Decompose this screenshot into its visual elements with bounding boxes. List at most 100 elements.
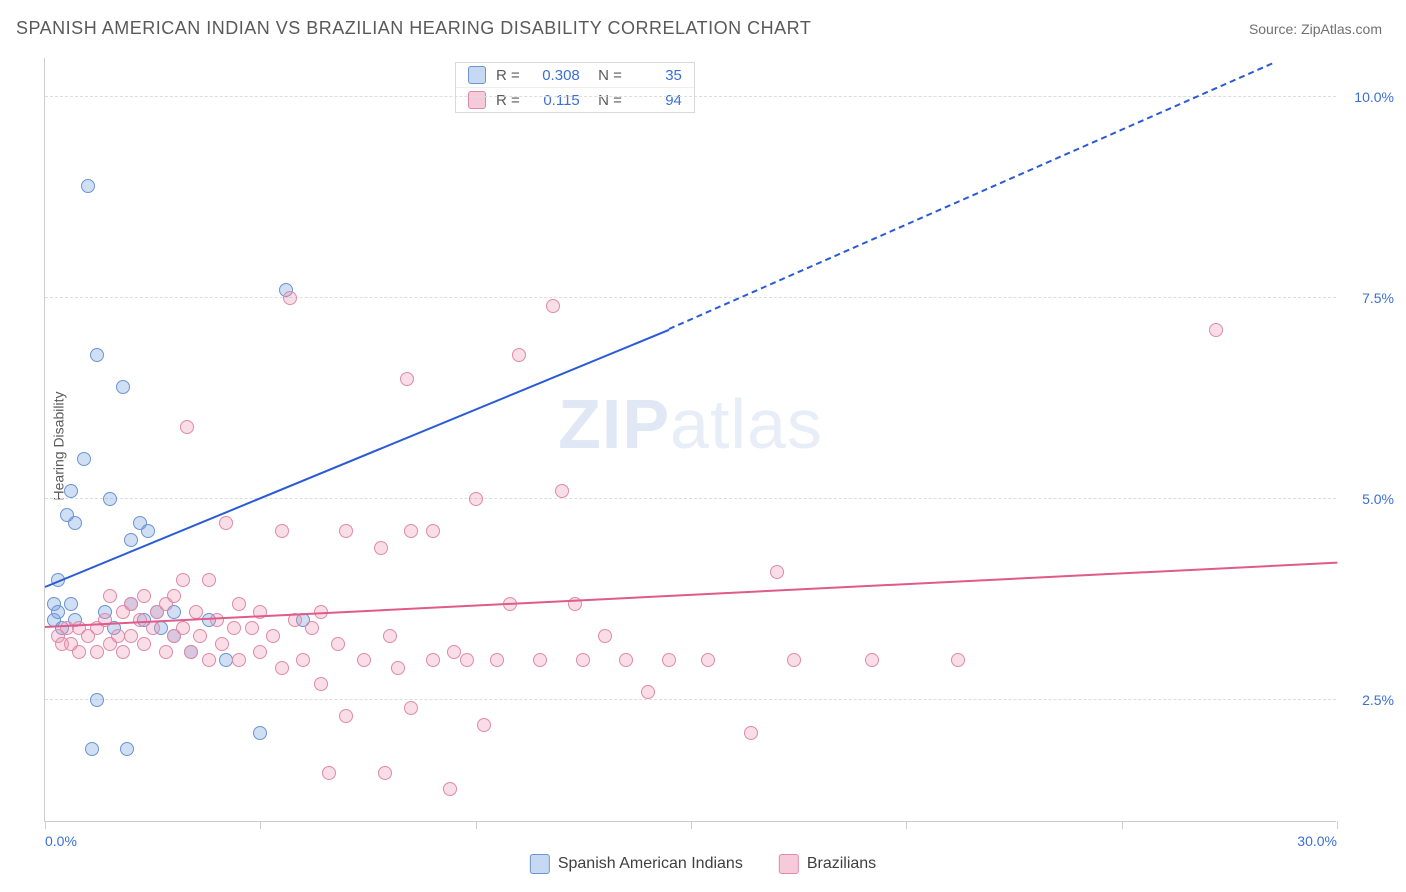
data-point <box>662 653 676 667</box>
data-point <box>232 653 246 667</box>
data-point <box>120 742 134 756</box>
legend-item-2: Brazilians <box>779 854 876 874</box>
data-point <box>90 645 104 659</box>
trend-line <box>45 329 670 588</box>
legend: Spanish American Indians Brazilians <box>530 854 876 874</box>
data-point <box>77 452 91 466</box>
data-point <box>770 565 784 579</box>
data-point <box>180 420 194 434</box>
ytick-label: 2.5% <box>1362 692 1394 708</box>
data-point <box>184 645 198 659</box>
gridline-h <box>45 498 1336 499</box>
data-point <box>443 782 457 796</box>
data-point <box>404 701 418 715</box>
data-point <box>744 726 758 740</box>
ytick-label: 5.0% <box>1362 491 1394 507</box>
watermark-prefix: ZIP <box>558 385 670 463</box>
data-point <box>1209 323 1223 337</box>
data-point <box>210 613 224 627</box>
data-point <box>951 653 965 667</box>
data-point <box>232 597 246 611</box>
data-point <box>619 653 633 667</box>
data-point <box>167 589 181 603</box>
source-attribution: Source: ZipAtlas.com <box>1249 21 1382 37</box>
data-point <box>137 589 151 603</box>
scatter-chart: ZIPatlas R = 0.308 N = 35 R = 0.115 N = … <box>44 58 1336 822</box>
data-point <box>72 645 86 659</box>
data-point <box>283 291 297 305</box>
data-point <box>90 348 104 362</box>
data-point <box>176 573 190 587</box>
swatch-series2 <box>468 91 486 109</box>
data-point <box>374 541 388 555</box>
data-point <box>227 621 241 635</box>
data-point <box>141 524 155 538</box>
stat-n-label: N = <box>590 67 622 84</box>
xtick <box>1337 821 1338 829</box>
stats-row-series2: R = 0.115 N = 94 <box>456 88 694 112</box>
data-point <box>146 621 160 635</box>
stats-row-series1: R = 0.308 N = 35 <box>456 63 694 88</box>
stat-n-value-2: 94 <box>632 92 682 109</box>
stat-r-value-2: 0.115 <box>530 92 580 109</box>
data-point <box>383 629 397 643</box>
gridline-h <box>45 699 1336 700</box>
data-point <box>460 653 474 667</box>
data-point <box>64 484 78 498</box>
data-point <box>253 645 267 659</box>
data-point <box>124 629 138 643</box>
data-point <box>400 372 414 386</box>
swatch-series1 <box>468 66 486 84</box>
xtick-label-max: 30.0% <box>1297 833 1337 849</box>
data-point <box>404 524 418 538</box>
legend-swatch-1 <box>530 854 550 874</box>
data-point <box>546 299 560 313</box>
xtick <box>45 821 46 829</box>
watermark-suffix: atlas <box>670 385 823 463</box>
data-point <box>275 524 289 538</box>
data-point <box>103 589 117 603</box>
data-point <box>85 742 99 756</box>
stat-r-label: R = <box>496 92 520 109</box>
data-point <box>60 621 74 635</box>
data-point <box>447 645 461 659</box>
data-point <box>245 621 259 635</box>
ytick-label: 10.0% <box>1354 89 1394 105</box>
data-point <box>133 613 147 627</box>
data-point <box>68 516 82 530</box>
data-point <box>219 653 233 667</box>
trend-line <box>669 63 1273 330</box>
data-point <box>81 179 95 193</box>
data-point <box>124 597 138 611</box>
data-point <box>275 661 289 675</box>
data-point <box>124 533 138 547</box>
data-point <box>512 348 526 362</box>
ytick-label: 7.5% <box>1362 290 1394 306</box>
data-point <box>701 653 715 667</box>
stat-r-value-1: 0.308 <box>530 67 580 84</box>
chart-title: SPANISH AMERICAN INDIAN VS BRAZILIAN HEA… <box>16 18 811 39</box>
legend-label-2: Brazilians <box>807 855 876 873</box>
legend-label-1: Spanish American Indians <box>558 855 743 873</box>
data-point <box>339 524 353 538</box>
gridline-h <box>45 297 1336 298</box>
data-point <box>378 766 392 780</box>
stat-n-label: N = <box>590 92 622 109</box>
data-point <box>339 709 353 723</box>
trend-line <box>45 562 1337 628</box>
data-point <box>215 637 229 651</box>
legend-swatch-2 <box>779 854 799 874</box>
data-point <box>193 629 207 643</box>
data-point <box>202 653 216 667</box>
data-point <box>296 653 310 667</box>
data-point <box>426 653 440 667</box>
stat-r-label: R = <box>496 67 520 84</box>
gridline-h <box>45 96 1336 97</box>
data-point <box>314 677 328 691</box>
legend-item-1: Spanish American Indians <box>530 854 743 874</box>
data-point <box>116 645 130 659</box>
data-point <box>576 653 590 667</box>
xtick <box>476 821 477 829</box>
data-point <box>116 380 130 394</box>
data-point <box>111 629 125 643</box>
